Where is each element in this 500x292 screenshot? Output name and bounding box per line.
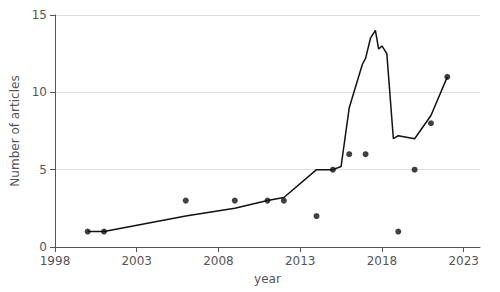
svg-text:1998: 1998 xyxy=(40,254,71,268)
svg-text:2008: 2008 xyxy=(203,254,234,268)
svg-text:10: 10 xyxy=(32,85,47,99)
svg-text:0: 0 xyxy=(39,240,47,254)
svg-text:2023: 2023 xyxy=(448,254,479,268)
svg-text:15: 15 xyxy=(32,8,47,22)
svg-text:2003: 2003 xyxy=(121,254,152,268)
svg-text:year: year xyxy=(254,272,281,286)
svg-text:Number of articles: Number of articles xyxy=(8,75,22,186)
svg-text:5: 5 xyxy=(39,163,47,177)
svg-text:2013: 2013 xyxy=(285,254,316,268)
svg-text:2018: 2018 xyxy=(367,254,398,268)
